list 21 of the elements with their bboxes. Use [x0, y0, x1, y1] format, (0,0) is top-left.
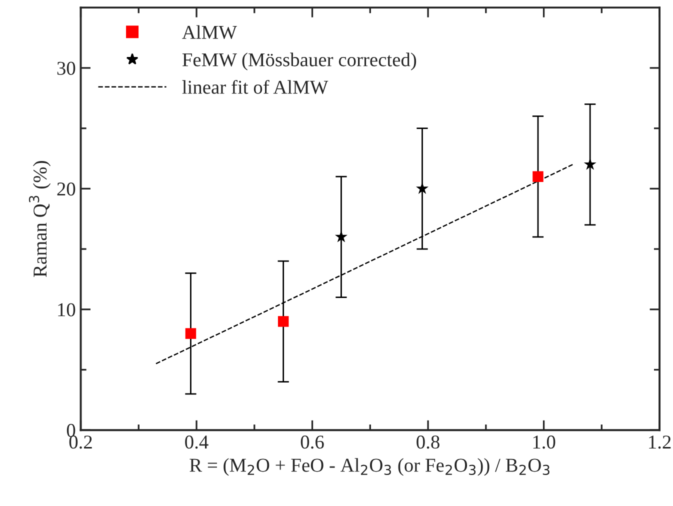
x-tick-label: 0.4	[185, 436, 208, 449]
point	[416, 182, 429, 194]
y-tick-label: 0	[66, 424, 76, 438]
point	[532, 171, 544, 182]
x-tick-label: 0.8	[416, 436, 440, 449]
y-tick-label: 20	[57, 182, 76, 196]
point	[185, 328, 196, 339]
x-tick-label: 1.2	[649, 436, 671, 449]
legend-label: linear fit of AlMW	[182, 80, 328, 94]
text: R = (M$_{2}$O + FeO - Al$_{2}$O$_{3}$ (or Fe$_{2}$O$_{3}$)) / B$_{2}$O$_{3}$	[190, 458, 550, 476]
y-tick-label: 10	[58, 303, 76, 316]
y-axis-title: Raman Q$^{3}$ (%)	[28, 161, 51, 278]
point	[278, 316, 289, 327]
x-tick-label: 0.2	[69, 436, 92, 449]
x-tick-label: 0.6	[300, 436, 324, 449]
point	[584, 158, 596, 170]
legend-label: FeMW (Mössbauer corrected)	[182, 52, 416, 70]
legend-label: AlMW	[182, 25, 237, 39]
y-tick-label: 30	[57, 62, 76, 75]
x-tick-label: 1.0	[533, 436, 556, 449]
point	[334, 230, 348, 242]
